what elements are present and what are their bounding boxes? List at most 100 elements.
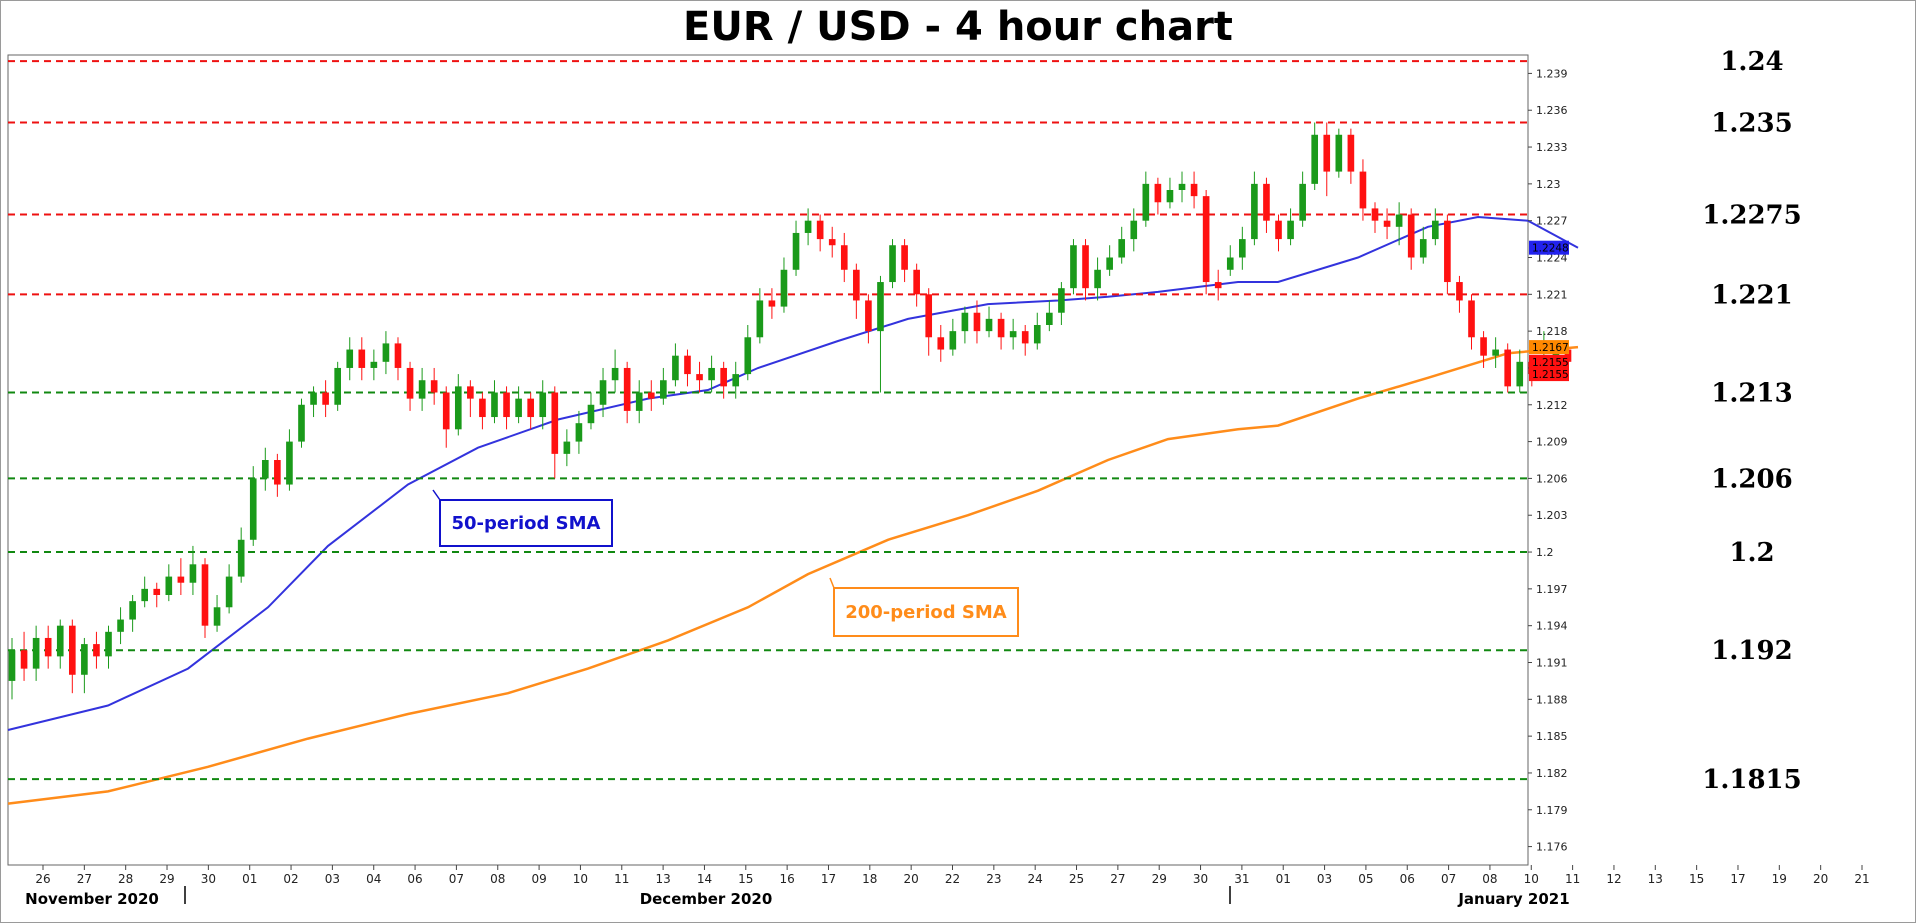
level-label: 1.2 [1729,538,1774,568]
candle-body [1311,134,1319,184]
sma200-annotation: 200-period SMA [829,577,1019,637]
x-tick-label: 23 [986,872,1001,886]
candle-body [973,312,981,332]
candle-body [647,392,655,399]
candle-body [527,398,534,418]
candle-body [792,232,800,270]
x-tick-label: 06 [1400,872,1415,886]
candle-body [997,318,1005,338]
candle-body [1516,361,1524,387]
candle-body [1371,208,1379,221]
x-tick-label: 30 [201,872,216,886]
candle-body [1190,183,1198,197]
x-tick-label: 24 [1028,872,1043,886]
candle-body [1142,183,1150,221]
level-label: 1.192 [1711,636,1792,666]
x-tick-label: 29 [159,872,174,886]
level-label: 1.235 [1711,109,1792,139]
candle-body [1299,183,1306,221]
x-tick-label: 22 [945,872,960,886]
y-tick-label: 1.182 [1536,767,1568,780]
y-tick-label: 1.23 [1536,178,1561,191]
candle-body [1419,239,1427,258]
candle-body [1287,220,1294,240]
price-tag-label: 1.2167 [1532,342,1569,354]
candle-body [93,644,100,657]
candle-body [1263,183,1270,221]
candle-body [684,355,691,375]
candle-body [479,398,486,418]
candle-body [261,460,269,479]
candle-body [949,331,957,350]
y-tick-label: 1.2 [1536,546,1554,559]
x-tick-label: 08 [490,872,505,886]
candle-body [635,392,643,411]
candle-body [491,392,498,418]
x-tick-label: 26 [35,872,50,886]
x-tick-label: 15 [1689,872,1704,886]
candle-body [310,392,317,405]
x-tick-label: 01 [1276,872,1291,886]
candle-body [1226,257,1234,270]
candle-body [1444,220,1451,283]
candle-body [1166,190,1174,203]
x-tick-label: 21 [1854,872,1869,886]
y-tick-label: 1.188 [1536,693,1568,706]
y-tick-label: 1.194 [1536,620,1568,633]
candle-body [1094,269,1101,289]
price-tag-box [1529,367,1569,382]
candle-body [20,650,28,669]
candle-body [141,588,148,602]
candle-body [1021,331,1029,344]
candle-body [1202,196,1210,283]
candle-body [454,386,462,430]
candle-body [1347,134,1355,172]
candle-body [467,386,474,399]
x-tick-label: 29 [1152,872,1167,886]
candle-body [1504,349,1512,387]
sma50-annotation: 50-period SMA [432,489,613,547]
candle-body [877,282,884,332]
x-month-label: January 2021 [1457,890,1569,908]
x-tick-label: 11 [614,872,629,886]
x-tick-label: 13 [655,872,670,886]
candle-body [1058,288,1065,313]
candle-body [1395,214,1403,227]
y-tick-label: 1.203 [1536,509,1568,522]
level-label: 1.206 [1711,464,1792,494]
candle-body [418,380,426,399]
candle-body [153,588,161,595]
candle-body [756,300,764,338]
sma200-label-box [833,587,1019,637]
price-tag-box [1529,340,1569,355]
x-tick-label: 10 [573,872,588,886]
level-lines: 1.24 1.235 1.2275 1.221 1.213 1.206 1.2 1.192 1.… [8,47,1802,795]
candle-body [623,367,631,411]
candle-body [599,380,607,405]
y-tick-label: 1.179 [1536,804,1568,817]
x-tick-label: 27 [1110,872,1125,886]
y-tick-label: 1.212 [1536,399,1568,412]
candle-body [189,564,197,583]
candle-body [985,318,993,332]
x-tick-label: 20 [1813,872,1828,886]
y-tick-label: 1.206 [1536,472,1568,485]
candle-body [901,245,908,270]
sma50-label-box [439,499,613,547]
sma50-line [7,215,1579,731]
price-tag-label: 1.2248 [1532,243,1569,255]
candle-body [177,576,185,583]
candle-body [1468,300,1475,338]
candle-body [201,564,209,626]
candle-body [1154,183,1162,203]
price-tag-label: 1.2155 [1532,369,1569,381]
candle-body [539,392,547,418]
x-tick-label: 14 [697,872,712,886]
candle-body [853,269,860,301]
candle-body [358,349,366,368]
candle-body [1239,239,1246,258]
candle-body [840,245,848,270]
candle-body [105,631,112,657]
sma200-callout-line [829,577,835,589]
